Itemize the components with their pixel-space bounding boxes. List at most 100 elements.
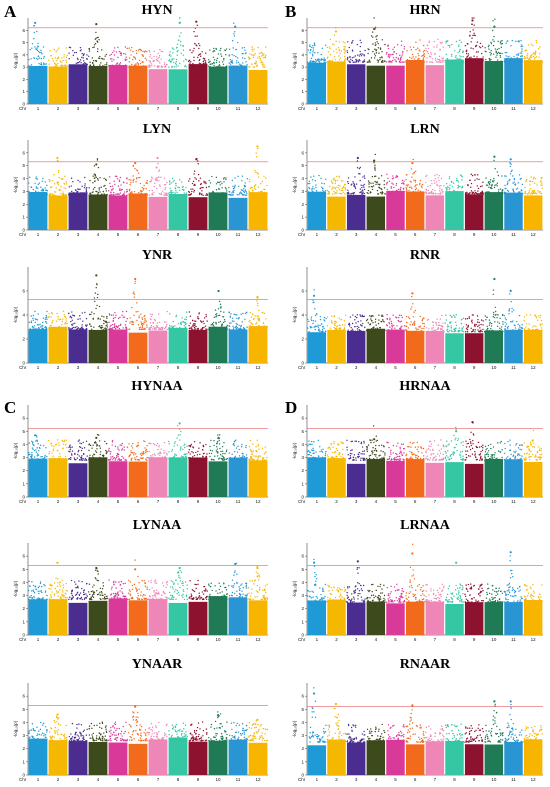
snp-point [219,454,222,456]
snp-point [49,186,52,188]
snp-point [459,185,461,188]
snp-point [379,58,381,61]
snp-point [70,456,72,459]
snp-point [30,456,33,458]
snp-point [165,194,167,196]
snp-point [471,322,473,324]
snp-point [318,192,320,195]
chromosome-10-points [484,155,504,230]
snp-point [145,187,147,190]
snp-point [529,330,531,332]
snp-point [495,313,497,316]
snp-point [257,46,259,49]
snp-point [422,58,424,61]
snp-point [532,55,535,58]
snp-point [328,46,331,48]
snp-point [155,444,158,447]
snp-point [481,45,484,47]
snp-point [120,53,123,55]
snp-point [445,53,448,56]
snp-point [500,328,502,331]
snp-point [116,63,118,65]
snp-point [362,61,364,63]
x-tick-label: 3 [355,106,358,111]
snp-point [520,329,523,332]
snp-point [116,62,119,64]
snp-point [465,324,468,326]
snp-point [389,317,391,319]
snp-point [203,180,205,183]
snp-point [38,50,40,53]
y-tick-label: 4 [22,52,25,57]
snp-point [245,446,247,449]
snp-point [58,169,60,172]
snp-point [46,316,48,318]
snp-point [114,65,116,67]
snp-point [454,61,456,63]
snp-point [204,63,207,65]
snp-point [431,327,433,329]
snp-point [351,49,354,51]
snp-point [104,55,106,57]
snp-point [511,39,514,42]
snp-point [533,60,536,62]
snp-point [104,178,107,181]
snp-point [311,319,313,322]
snp-point [240,64,243,67]
snp-point [151,192,153,195]
snp-point [78,194,80,196]
snp-point [350,58,352,61]
snp-point [379,48,382,50]
snp-point [256,155,258,158]
snp-point [53,173,55,176]
x-tick-label: 4 [375,232,378,237]
snp-point [199,453,201,455]
snp-point [183,328,185,331]
snp-point [312,44,314,47]
snp-point [184,458,186,461]
snp-point [350,326,352,329]
snp-point [429,61,431,63]
snp-point [189,327,191,329]
snp-point [126,446,129,448]
snp-point [350,330,353,332]
chromosome-11-points [228,22,248,104]
snp-point [158,446,160,448]
snp-point [368,183,370,185]
snp-point [226,449,228,451]
snp-point [374,167,376,170]
x-tick-label: 2 [335,232,338,237]
chromosome-1-points [28,176,49,230]
snp-point [478,321,480,324]
snp-point [376,330,379,333]
snp-point [197,450,199,453]
snp-point [57,184,59,186]
snp-point [202,320,204,323]
snp-point [105,442,108,445]
snp-point [523,316,526,318]
snp-point [96,178,99,180]
snp-point [56,66,59,68]
x-tick-label: 6 [414,232,417,237]
snp-point [160,452,162,455]
snp-point [132,323,134,326]
snp-point [236,326,239,329]
snp-point [86,58,88,61]
snp-point [370,318,372,320]
snp-point [359,166,361,169]
snp-point [130,194,132,196]
chromosome-8-points [445,174,464,230]
snp-point [351,59,354,62]
snp-point [412,158,414,161]
snp-point [105,328,108,330]
chromosome-dense-block [346,194,366,230]
snp-point [308,182,311,185]
snp-point [382,320,384,322]
snp-point [364,49,366,52]
snp-point [334,322,336,324]
x-tick-label: 12 [255,365,261,370]
snp-point [540,180,542,182]
snp-point [496,59,499,61]
snp-point [62,192,65,195]
snp-point [309,61,311,63]
